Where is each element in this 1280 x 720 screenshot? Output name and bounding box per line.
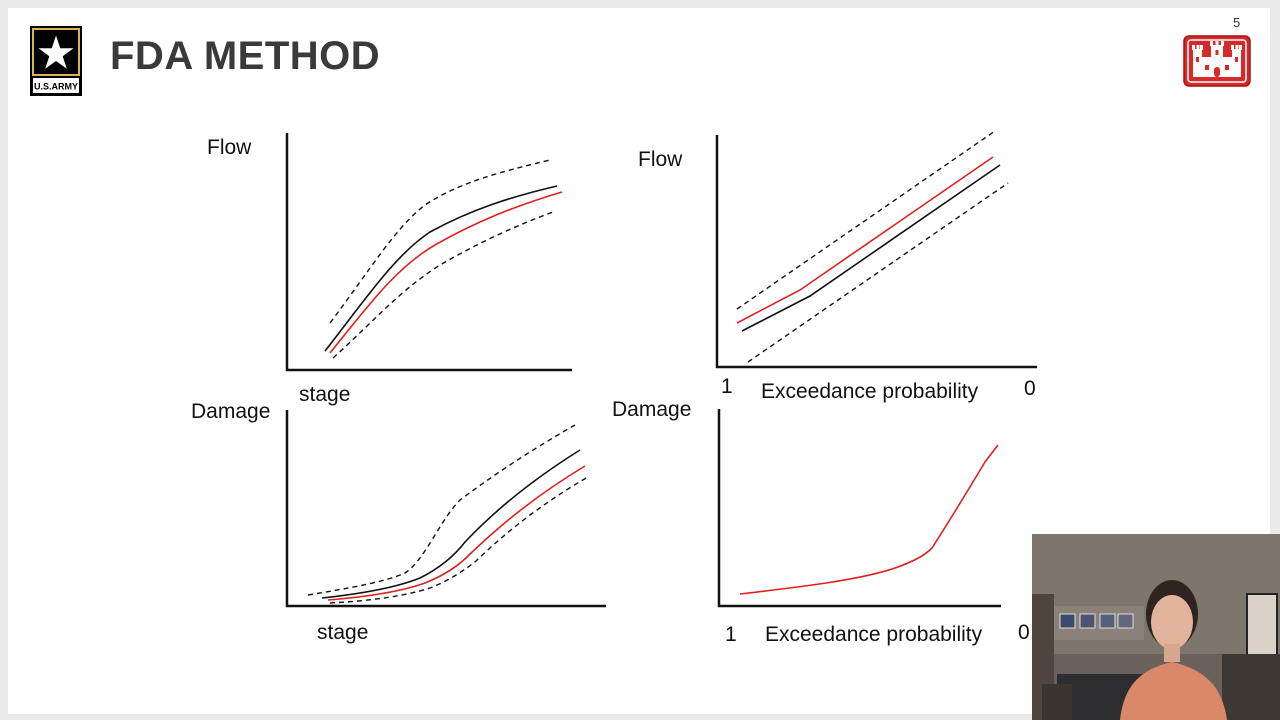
presenter-video-icon [1032, 534, 1280, 720]
axes-damage-exceedance [717, 409, 1001, 608]
page-number: 5 [1233, 15, 1241, 30]
panel-damage-stage: Damage stage [191, 400, 606, 644]
x-axis-label: Exceedance probability [761, 380, 979, 403]
x-axis-start-label: 1 [721, 375, 733, 398]
upper-bound-curve [307, 424, 576, 596]
panel-damage-exceedance: Damage 1 Exceedance probability 0 [612, 398, 1030, 646]
panel-flow-stage: Flow stage [207, 133, 572, 406]
usace-castle-logo [1183, 35, 1251, 87]
y-axis-label: Damage [612, 398, 691, 421]
median-curve [741, 164, 1001, 332]
upper-bound-curve [736, 130, 996, 310]
upper-bound-curve [329, 159, 551, 324]
x-axis-label: Exceedance probability [765, 623, 983, 646]
y-axis-label: Flow [638, 148, 683, 171]
best-estimate-curve [329, 191, 563, 354]
lower-bound-curve [329, 476, 589, 604]
best-estimate-curve [327, 465, 586, 601]
x-axis-end-label: 0 [1018, 621, 1030, 644]
slide-title: FDA METHOD [110, 34, 381, 78]
army-logo-text: U.S.ARMY [34, 82, 78, 92]
axes-flow-exceedance [715, 135, 1037, 369]
y-axis-label: Flow [207, 136, 252, 159]
best-estimate-curve [736, 156, 994, 324]
y-axis-label: Damage [191, 400, 270, 423]
window-frame [0, 0, 1280, 8]
window-frame [0, 0, 8, 720]
window-frame [1270, 0, 1280, 720]
panel-flow-exceedance: Flow 1 Exceedance probability 0 [638, 130, 1037, 403]
x-axis-label: stage [317, 621, 368, 644]
lower-bound-curve [332, 211, 554, 359]
us-army-logo: U.S.ARMY [30, 26, 82, 96]
lower-bound-curve [747, 182, 1009, 363]
x-axis-label: stage [299, 383, 350, 406]
x-axis-start-label: 1 [725, 623, 737, 646]
best-estimate-curve [739, 444, 999, 595]
window-frame [0, 714, 1280, 720]
axes-flow-stage [285, 133, 572, 372]
median-curve [321, 449, 581, 599]
presenter-webcam [1032, 534, 1280, 720]
axes-damage-stage [285, 410, 606, 608]
median-curve [324, 185, 558, 352]
x-axis-end-label: 0 [1024, 377, 1036, 400]
